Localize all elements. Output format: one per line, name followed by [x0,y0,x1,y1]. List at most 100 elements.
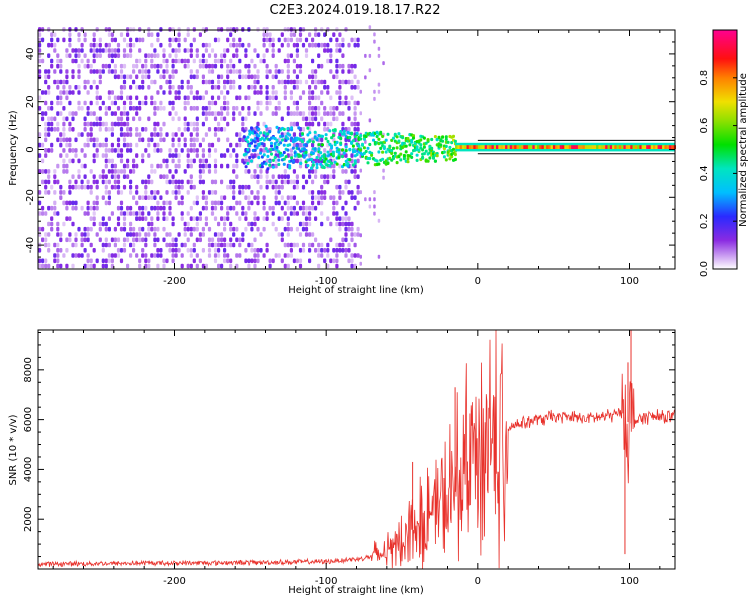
heatmap-cell [186,237,190,243]
heatmap-cell [119,148,124,153]
heatmap-cell [68,127,72,132]
heatmap-cell [274,200,278,206]
heatmap-cell [80,27,84,32]
heatmap-cell [311,200,315,206]
heatmap-cell [453,152,457,157]
heatmap-cell [653,145,656,149]
heatmap-cell [238,216,242,221]
heatmap-cell [186,121,190,127]
heatmap-cell [308,211,312,216]
heatmap-cell [50,116,54,122]
heatmap-cell [226,258,230,264]
heatmap-cell [189,137,193,143]
heatmap-cell [518,145,522,149]
heatmap-cell [298,95,303,101]
heatmap-cell [253,216,257,221]
heatmap-cell [368,156,372,161]
heatmap-cell [98,95,102,101]
heatmap-cell [156,69,160,74]
heatmap-cell [144,242,148,248]
heatmap-cell [104,42,108,48]
heatmap-cell [95,53,99,58]
heatmap-cell [317,32,321,37]
heatmap-cell [241,205,245,211]
heatmap-cell [47,263,51,269]
heatmap-cell [241,74,245,80]
heatmap-cell [89,42,93,48]
heatmap-cell [274,158,278,164]
heatmap-cell [150,100,154,106]
heatmap-cell [183,106,187,111]
x-tick-label: -100 [315,576,338,587]
heatmap-cell [180,85,184,90]
heatmap-cell [353,85,357,90]
heatmap-cell [347,258,351,264]
heatmap-cell [238,137,242,143]
heatmap-cell [159,127,163,132]
heatmap-cell [47,90,51,95]
heatmap-cell [332,106,336,111]
heatmap-cell [450,141,454,145]
heatmap-cell [332,258,336,264]
heatmap-cell [116,48,121,53]
heatmap-cell [335,253,339,258]
heatmap-cell [195,90,199,95]
heatmap-cell [589,145,592,149]
heatmap-cell [56,85,60,90]
heatmap-cell [44,237,48,243]
heatmap-cell [341,242,345,248]
heatmap-cell [195,132,199,137]
heatmap-cell [286,58,290,64]
heatmap-cell [129,42,133,48]
heatmap-cell [141,179,145,185]
heatmap-cell [77,69,81,74]
heatmap-cell [77,85,81,90]
heatmap-cell [44,169,48,174]
heatmap-cell [573,145,576,149]
heatmap-cell [104,184,108,190]
heatmap-cell [226,79,230,85]
heatmap-cell [156,53,160,58]
heatmap-cell [298,263,303,269]
heatmap-cell [153,111,157,116]
heatmap-cell [92,137,96,143]
heatmap-cell [183,137,187,143]
heatmap-cell [207,63,212,69]
heatmap-cell [344,216,348,221]
heatmap-cell [247,263,251,269]
heatmap-cell [180,148,184,153]
heatmap-cell [122,121,127,127]
heatmap-cell [201,153,205,158]
heatmap-cell [464,145,467,149]
heatmap-cell [244,184,248,190]
heatmap-cell [189,142,193,148]
heatmap-cell [83,100,87,106]
heatmap-cell [177,58,181,64]
heatmap-cell [368,197,372,202]
heatmap-cell [311,242,315,248]
heatmap-cell [129,106,133,111]
heatmap-cell [415,145,419,149]
heatmap-cell [138,216,142,221]
heatmap-cell [147,232,151,237]
colorbar-tick-label: 0.4 [699,165,710,181]
heatmap-cell [86,121,90,127]
heatmap-cell [397,155,401,159]
heatmap-cell [373,197,376,202]
heatmap-cell [335,258,339,264]
heatmap-cell [101,153,105,158]
heatmap-cell [532,145,535,149]
heatmap-cell [56,253,60,258]
heatmap-cell [165,216,169,221]
heatmap-cell [330,144,334,148]
heatmap-cell [328,164,332,168]
heatmap-cell [53,179,57,185]
heatmap-cell [86,237,90,243]
heatmap-cell [86,58,90,64]
heatmap-cell [295,42,299,48]
heatmap-cell [320,248,324,253]
heatmap-cell [344,149,348,153]
heatmap-cell [129,27,133,32]
heatmap-cell [201,53,205,58]
heatmap-cell [177,95,181,101]
